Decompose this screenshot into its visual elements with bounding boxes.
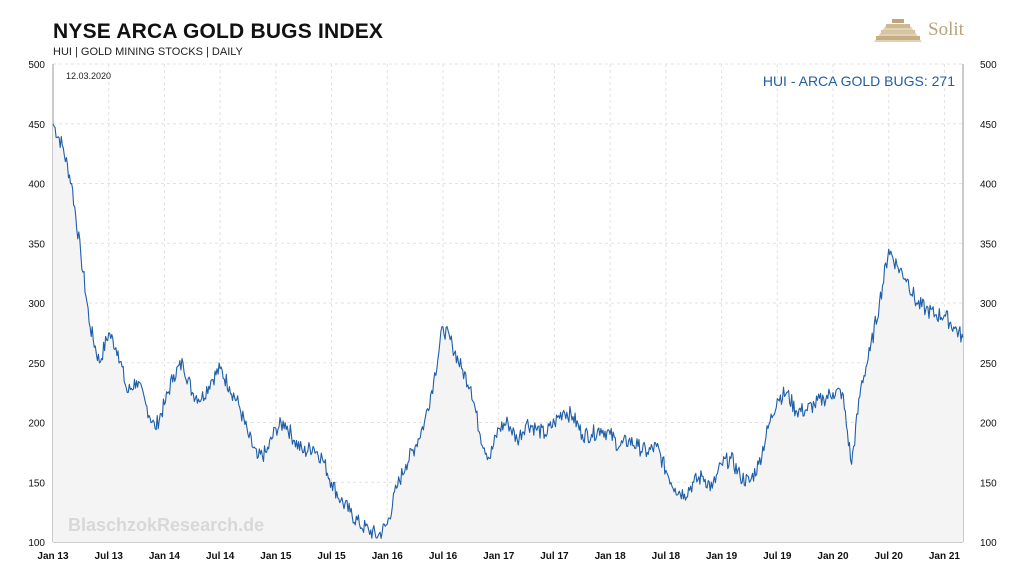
- date-annotation: 12.03.2020: [66, 71, 111, 81]
- x-tick-label: Jan 15: [260, 551, 292, 562]
- x-tick-label: Jan 21: [929, 551, 961, 562]
- y-tick-label-right: 100: [980, 538, 997, 549]
- x-tick-label: Jul 20: [875, 551, 904, 562]
- series-line-hui: [52, 123, 964, 539]
- y-tick-label-left: 350: [28, 239, 45, 250]
- x-tick-label: Jul 15: [317, 551, 346, 562]
- y-tick-label-left: 200: [28, 419, 45, 430]
- legend-label: HUI - ARCA GOLD BUGS: 271: [763, 73, 955, 89]
- series-area-fill: [53, 123, 963, 543]
- x-tick-label: Jan 17: [483, 551, 515, 562]
- y-tick-label-right: 350: [980, 239, 997, 250]
- y-tick-label-right: 150: [980, 478, 997, 489]
- y-tick-label-left: 400: [28, 180, 45, 191]
- y-tick-label-right: 450: [980, 120, 997, 131]
- x-tick-label: Jan 20: [817, 551, 849, 562]
- y-tick-label-right: 300: [980, 299, 997, 310]
- y-tick-label-left: 500: [28, 60, 45, 71]
- brand-name: Solit: [928, 19, 964, 40]
- x-tick-label: Jul 13: [95, 551, 124, 562]
- x-tick-label: Jul 17: [540, 551, 569, 562]
- x-tick-label: Jul 16: [429, 551, 458, 562]
- y-tick-label-left: 300: [28, 299, 45, 310]
- x-tick-label: Jul 14: [206, 551, 235, 562]
- chart-subtitle: HUI | GOLD MINING STOCKS | DAILY: [53, 46, 243, 58]
- x-tick-label: Jul 19: [763, 551, 792, 562]
- chart-title: NYSE ARCA GOLD BUGS INDEX: [53, 20, 384, 43]
- watermark-text: BlaschzokResearch.de: [68, 515, 264, 535]
- pyramid-logo-icon: [874, 19, 922, 42]
- x-tick-label: Jan 14: [149, 551, 181, 562]
- x-tick-label: Jan 18: [595, 551, 627, 562]
- x-tick-label: Jan 19: [706, 551, 738, 562]
- y-tick-label-left: 250: [28, 359, 45, 370]
- y-tick-label-right: 250: [980, 359, 997, 370]
- y-tick-label-left: 100: [28, 538, 45, 549]
- y-tick-label-left: 150: [28, 478, 45, 489]
- y-tick-label-right: 200: [980, 419, 997, 430]
- x-tick-label: Jul 18: [652, 551, 681, 562]
- y-tick-label-left: 450: [28, 120, 45, 131]
- y-tick-label-right: 400: [980, 180, 997, 191]
- x-tick-label: Jan 16: [372, 551, 404, 562]
- x-tick-label: Jan 13: [37, 551, 69, 562]
- y-tick-label-right: 500: [980, 60, 997, 71]
